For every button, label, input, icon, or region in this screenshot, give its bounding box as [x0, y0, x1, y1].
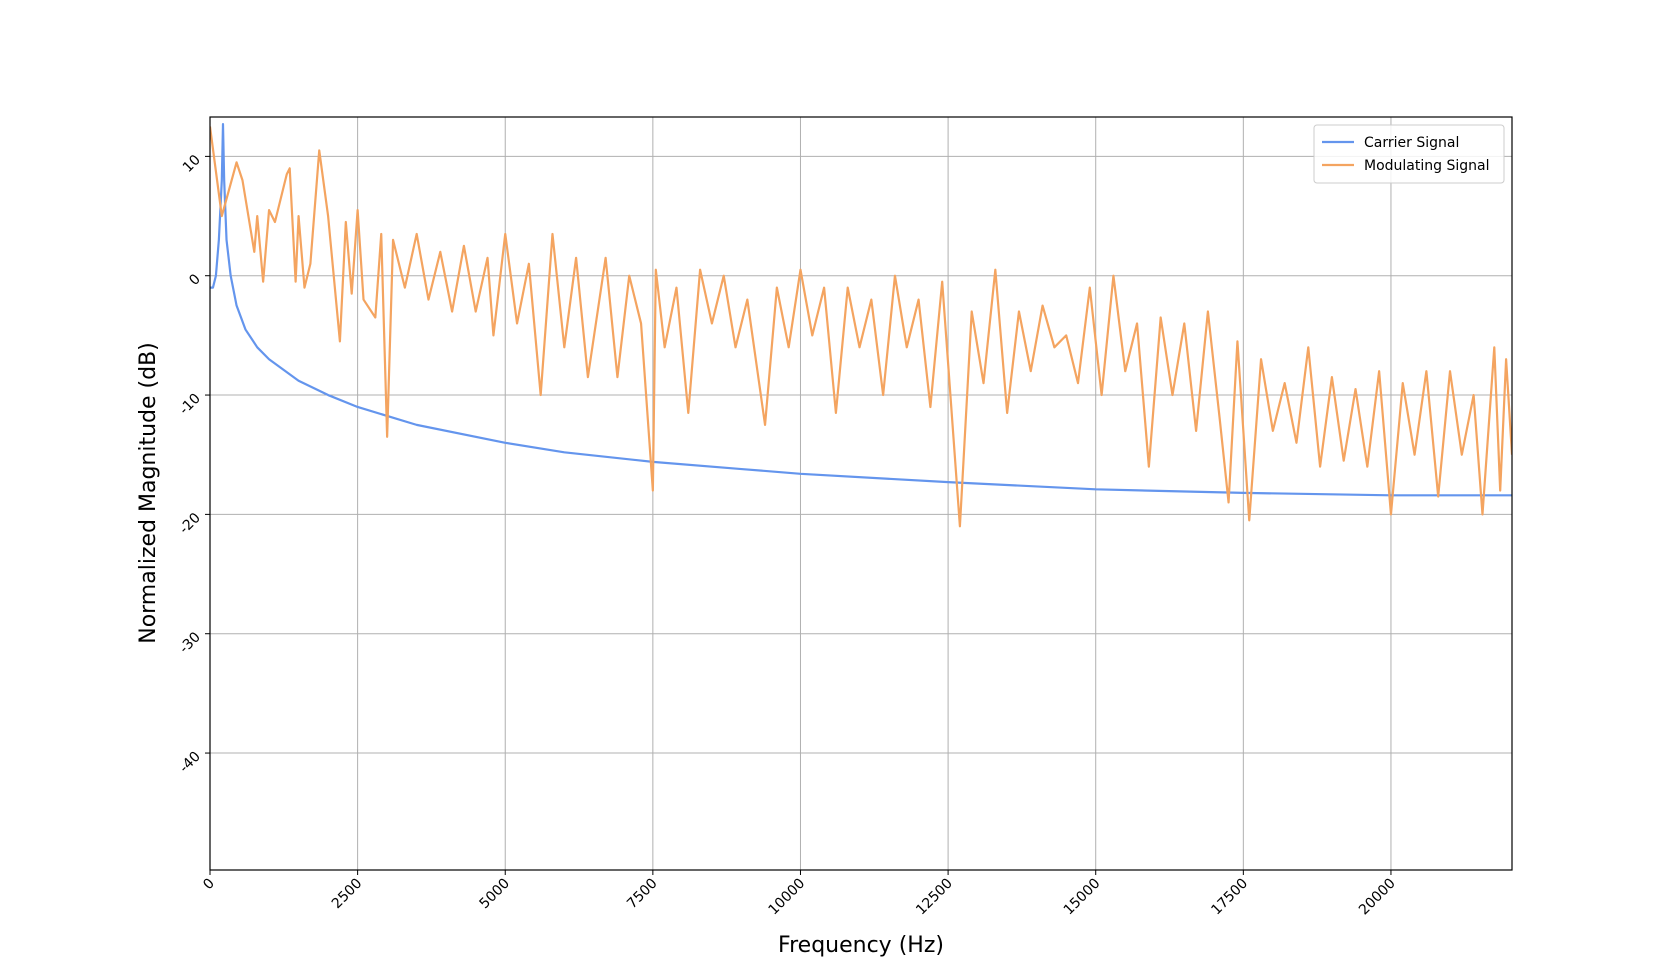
plot-frame	[209, 116, 1513, 871]
line-series	[210, 123, 1512, 497]
y-axis-label: Normalized Magnitude (dB)	[136, 342, 161, 644]
line-series	[210, 126, 1512, 528]
legend-box	[1313, 124, 1505, 184]
legend-label: Modulating Signal	[1364, 158, 1489, 174]
legend-label: Carrier Signal	[1364, 135, 1459, 151]
x-axis-label: Frequency (Hz)	[778, 933, 944, 958]
